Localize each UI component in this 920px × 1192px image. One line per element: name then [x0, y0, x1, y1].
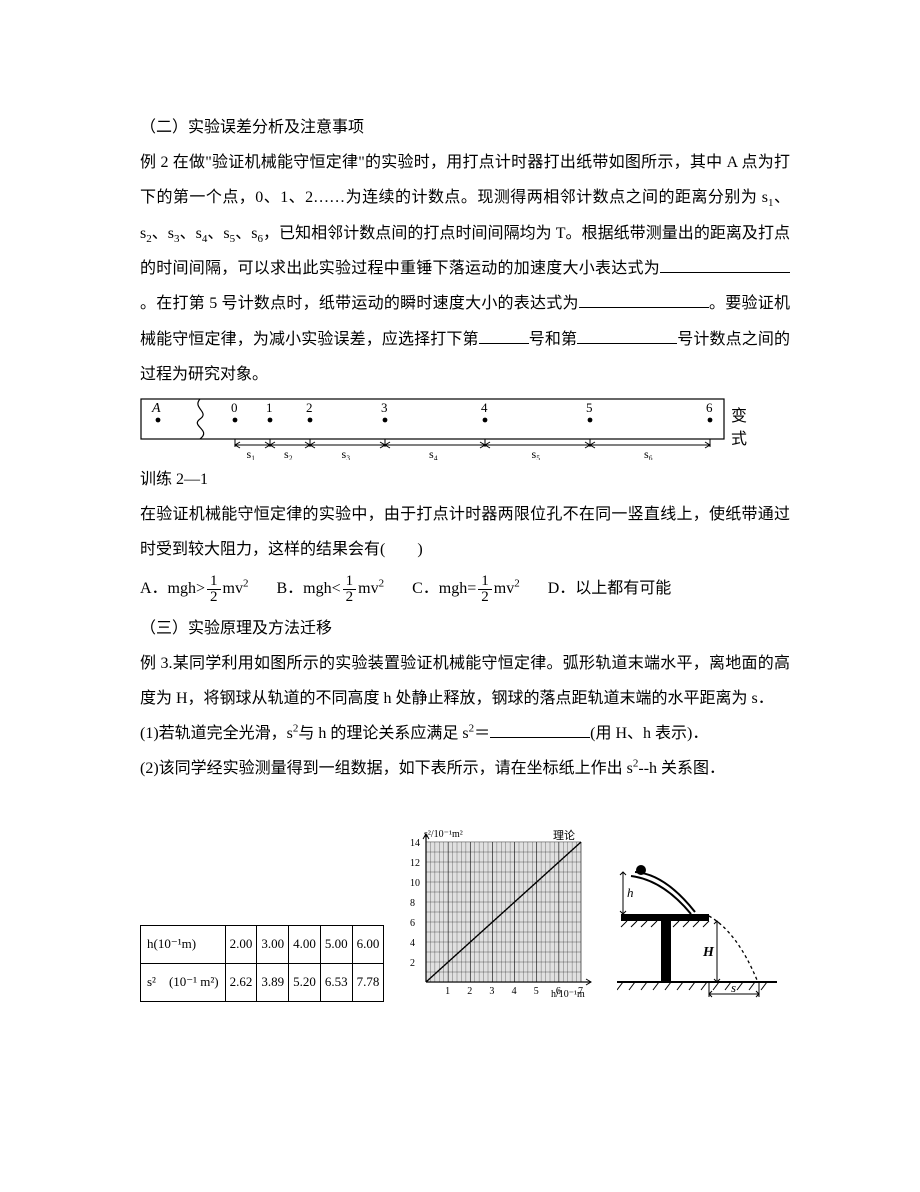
svg-text:6: 6 [410, 918, 415, 929]
options-row: A．mgh>12mv2 B．mgh<12mv2 C．mgh=12mv2 D．以上… [140, 571, 790, 606]
label-H: H [702, 945, 715, 960]
option-D: D．以上都有可能 [548, 571, 672, 606]
svg-text:2: 2 [306, 400, 313, 415]
side-bot: 式 [731, 429, 747, 451]
sub-s2: 2 [146, 233, 152, 245]
ex2-text-3: 。在打第 5 号计数点时，纸带运动的瞬时速度大小的表达式为 [140, 295, 579, 312]
bottom-row: h(10⁻¹m) 2.00 3.00 4.00 5.00 6.00 s² (10… [140, 827, 790, 1002]
train-paragraph: 在验证机械能守恒定律的实验中，由于打点计时器两限位孔不在同一竖直线上，使纸带通过… [140, 497, 790, 567]
svg-text:1: 1 [446, 986, 451, 997]
section-2-heading: （二）实验误差分析及注意事项 [140, 110, 790, 145]
document-body: （二）实验误差分析及注意事项 例 2 在做"验证机械能守恒定律"的实验时，用打点… [140, 110, 790, 1002]
tape-figure-row: A 0 1 2 3 4 5 6 s₁ s₂ s₃ s₄ s₅ s₆ 变 式 [140, 398, 790, 460]
example2-paragraph: 例 2 在做"验证机械能守恒定律"的实验时，用打点计时器打出纸带如图所示，其中 … [140, 145, 790, 392]
svg-text:s₄: s₄ [429, 447, 438, 460]
example2-label: 例 2 [140, 154, 169, 171]
option-B: B．mgh<12mv2 [276, 571, 384, 606]
svg-text:1: 1 [266, 400, 273, 415]
svg-text:s²/10⁻¹m²: s²/10⁻¹m² [424, 829, 463, 840]
svg-text:s₃: s₃ [342, 447, 351, 460]
section-3-heading: （三）实验原理及方法迁移 [140, 611, 790, 646]
table-row: s² (10⁻¹ m²) 2.62 3.89 5.20 6.53 7.78 [141, 963, 384, 1001]
svg-text:s₂: s₂ [284, 447, 293, 460]
blank-num1 [479, 327, 529, 344]
data-table: h(10⁻¹m) 2.00 3.00 4.00 5.00 6.00 s² (10… [140, 925, 384, 1001]
option-C: C．mgh=12mv2 [412, 571, 520, 606]
table-row: h(10⁻¹m) 2.00 3.00 4.00 5.00 6.00 [141, 926, 384, 964]
svg-text:4: 4 [410, 938, 415, 949]
tape-side-label: 变 式 [731, 406, 747, 451]
svg-text:3: 3 [381, 400, 388, 415]
q1-line: (1)若轨道完全光滑，s2与 h 的理论关系应满足 s2＝(用 H、h 表示)． [140, 716, 790, 751]
apparatus-diagram: h H s [617, 862, 777, 1002]
svg-text:2: 2 [468, 986, 473, 997]
svg-text:0: 0 [231, 400, 238, 415]
svg-text:s₆: s₆ [644, 447, 653, 460]
svg-text:5: 5 [586, 400, 593, 415]
example3-paragraph: 例 3.某同学利用如图所示的实验装置验证机械能守恒定律。弧形轨道末端水平，离地面… [140, 646, 790, 716]
ex2-text-5: 号和第 [529, 331, 578, 348]
blank-acceleration [660, 256, 790, 273]
sub-s5: 5 [230, 233, 236, 245]
label-h: h [627, 885, 634, 900]
svg-text:5: 5 [534, 986, 539, 997]
svg-text:2: 2 [410, 958, 415, 969]
sub-s4: 4 [202, 233, 208, 245]
svg-text:14: 14 [410, 838, 420, 849]
ex3-label: 例 3. [140, 655, 173, 672]
blank-s2-expr [490, 721, 590, 738]
blank-num2 [577, 327, 677, 344]
svg-text:4: 4 [481, 400, 488, 415]
svg-text:10: 10 [410, 878, 420, 889]
q2-line: (2)该同学经实验测量得到一组数据，如下表所示，请在坐标纸上作出 s2--h 关… [140, 751, 790, 786]
row2-head: s² (10⁻¹ m²) [141, 963, 226, 1001]
blank-velocity [579, 291, 709, 308]
sub-s1: 1 [768, 198, 774, 210]
option-A: A．mgh>12mv2 [140, 571, 248, 606]
tape-diagram: A 0 1 2 3 4 5 6 s₁ s₂ s₃ s₄ s₅ s₆ [140, 398, 725, 460]
tape-A-label: A [151, 401, 161, 416]
side-top: 变 [731, 406, 747, 428]
sub-s3: 3 [174, 233, 180, 245]
svg-text:3: 3 [490, 986, 495, 997]
ex3-text: 某同学利用如图所示的实验装置验证机械能守恒定律。弧形轨道末端水平，离地面的高度为… [140, 655, 790, 707]
svg-text:h/10⁻¹m: h/10⁻¹m [551, 989, 585, 1000]
ex2-text-1: 在做"验证机械能守恒定律"的实验时，用打点计时器打出纸带如图所示，其中 A 点为… [140, 154, 790, 206]
row1-head: h(10⁻¹m) [141, 926, 226, 964]
svg-text:s₅: s₅ [532, 447, 541, 460]
svg-text:理论: 理论 [553, 828, 575, 842]
svg-text:6: 6 [706, 400, 713, 415]
label-s: s [731, 980, 736, 995]
svg-text:8: 8 [410, 898, 415, 909]
train-label: 训练 2—1 [140, 462, 790, 497]
svg-text:12: 12 [410, 858, 420, 869]
svg-text:4: 4 [512, 986, 517, 997]
svg-text:s₁: s₁ [247, 447, 256, 460]
grid-chart: 12345672468101214s²/10⁻¹m²h/10⁻¹m理论 [398, 827, 603, 1002]
